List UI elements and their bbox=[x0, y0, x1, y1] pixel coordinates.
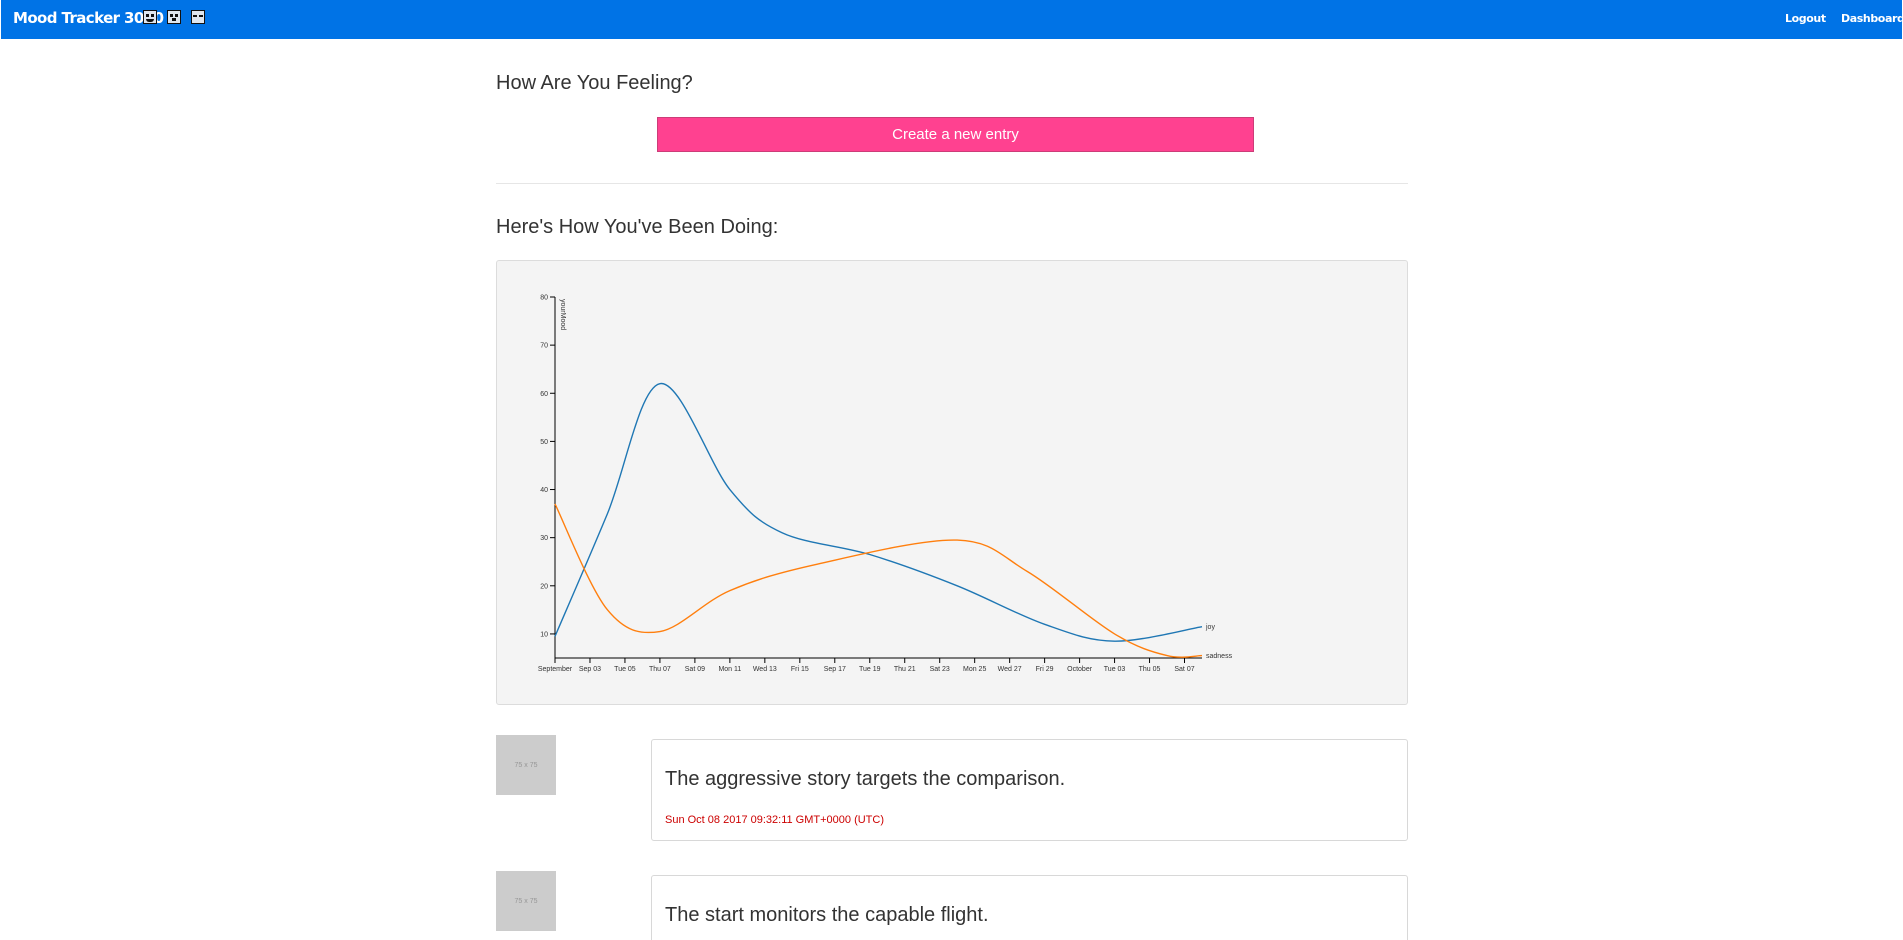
mood-chart-panel: 10 20 30 40 50 60 70 80 yourMood September Sep 03 T… bbox=[496, 260, 1408, 705]
entry-card[interactable]: The start monitors the capable flight. bbox=[651, 875, 1408, 940]
y-tick-label: 70 bbox=[540, 343, 548, 350]
progress-heading: Here's How You've Been Doing: bbox=[496, 216, 779, 238]
series-label-sadness: sadness bbox=[1206, 653, 1233, 660]
feeling-heading: How Are You Feeling? bbox=[496, 72, 693, 94]
x-tick-label: Tue 05 bbox=[614, 666, 636, 673]
y-tick-label: 10 bbox=[540, 631, 548, 638]
x-tick-label: Tue 03 bbox=[1104, 666, 1126, 673]
x-tick-label: Thu 05 bbox=[1139, 666, 1161, 673]
x-tick-label: Tue 19 bbox=[859, 666, 881, 673]
series-label-joy: joy bbox=[1205, 624, 1215, 631]
entry-text: The aggressive story targets the compari… bbox=[665, 768, 1066, 790]
y-tick-label: 30 bbox=[540, 535, 548, 542]
x-tick-label: Wed 27 bbox=[998, 666, 1022, 673]
series-line-joy bbox=[554, 382, 1203, 642]
surprised-face-icon bbox=[167, 10, 181, 24]
x-tick-label: Sat 07 bbox=[1174, 666, 1194, 673]
y-tick-label: 60 bbox=[540, 391, 548, 398]
y-tick-label: 80 bbox=[540, 295, 548, 302]
y-tick-label: 40 bbox=[540, 487, 548, 494]
x-tick-label: Sat 09 bbox=[685, 666, 705, 673]
series-line-sadness bbox=[554, 503, 1203, 658]
brand-title[interactable]: Mood Tracker 3000 bbox=[13, 9, 164, 27]
x-tick-label: Sep 17 bbox=[824, 666, 846, 673]
mood-line-chart: 10 20 30 40 50 60 70 80 yourMood September Sep 03 T… bbox=[538, 295, 1233, 674]
x-tick-label: Mon 25 bbox=[963, 666, 986, 673]
section-divider bbox=[496, 183, 1408, 184]
entry-thumbnail: 75 x 75 bbox=[496, 871, 556, 931]
entry-text: The start monitors the capable flight. bbox=[665, 904, 989, 926]
logout-link[interactable]: Logout bbox=[1785, 12, 1826, 25]
top-navbar: Mood Tracker 3000 Logout Dashboard bbox=[1, 0, 1903, 39]
x-tick-label: Wed 13 bbox=[753, 666, 777, 673]
x-tick-label: Sat 23 bbox=[930, 666, 950, 673]
create-entry-button[interactable]: Create a new entry bbox=[657, 117, 1254, 152]
x-tick-label: Fri 15 bbox=[791, 666, 809, 673]
happy-face-icon bbox=[143, 10, 157, 24]
neutral-face-icon bbox=[191, 10, 205, 24]
y-tick-label: 50 bbox=[540, 439, 548, 446]
entry-thumbnail: 75 x 75 bbox=[496, 735, 556, 795]
entry-card[interactable]: The aggressive story targets the compari… bbox=[651, 739, 1408, 841]
dashboard-link[interactable]: Dashboard bbox=[1841, 12, 1903, 25]
x-tick-label: Thu 07 bbox=[649, 666, 671, 673]
x-tick-label: Mon 11 bbox=[718, 666, 741, 673]
x-tick-label: September bbox=[538, 666, 573, 673]
x-tick-label: Sep 03 bbox=[579, 666, 601, 673]
x-tick-label: Fri 29 bbox=[1036, 666, 1054, 673]
x-tick-label: October bbox=[1067, 666, 1093, 673]
entry-date: Sun Oct 08 2017 09:32:11 GMT+0000 (UTC) bbox=[665, 814, 884, 826]
x-tick-label: Thu 21 bbox=[894, 666, 916, 673]
y-axis-label: yourMood bbox=[559, 299, 566, 330]
y-tick-label: 20 bbox=[540, 583, 548, 590]
